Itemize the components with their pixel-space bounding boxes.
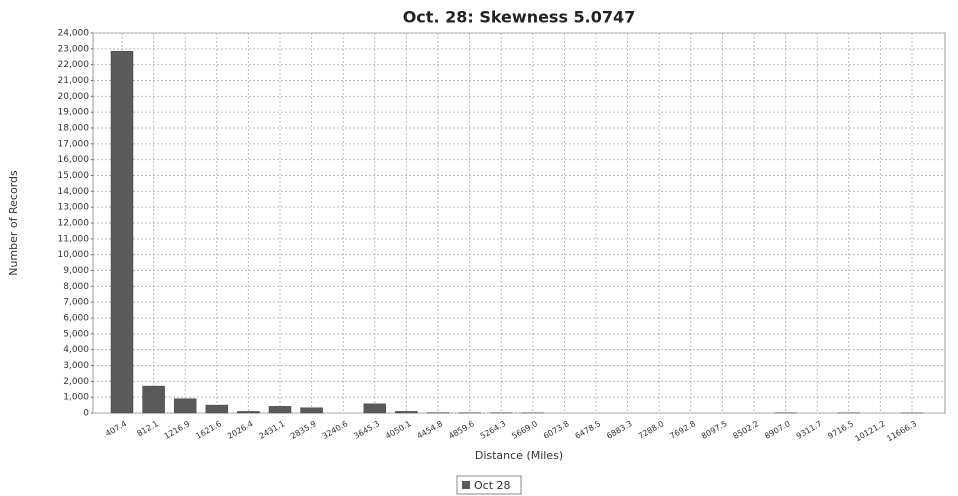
legend-label: Oct 28 — [474, 479, 511, 492]
y-tick-label: 3,000 — [63, 361, 89, 371]
y-tick-label: 15,000 — [58, 171, 90, 181]
y-tick-label: 4,000 — [63, 345, 89, 355]
y-tick-label: 19,000 — [58, 108, 90, 118]
x-tick-label: 9311.7 — [795, 419, 824, 441]
chart-title: Oct. 28: Skewness 5.0747 — [403, 8, 636, 27]
x-tick-label: 8097.5 — [700, 419, 729, 441]
y-tick-label: 23,000 — [58, 44, 90, 54]
x-tick-label: 812.1 — [136, 419, 160, 438]
x-tick-label: 4859.6 — [447, 419, 476, 441]
y-tick-label: 10,000 — [58, 250, 90, 260]
y-tick-label: 21,000 — [58, 76, 90, 86]
x-tick-label: 2835.9 — [289, 419, 318, 441]
bar — [268, 406, 292, 414]
x-tick-label: 6883.3 — [605, 419, 634, 441]
y-tick-label: 0 — [83, 409, 89, 419]
bar — [110, 50, 134, 414]
bar — [395, 411, 418, 414]
bar — [363, 403, 387, 414]
x-tick-label: 9716.5 — [826, 419, 855, 441]
bar — [300, 407, 323, 414]
y-tick-label: 13,000 — [58, 203, 90, 213]
y-tick-label: 17,000 — [58, 139, 90, 149]
bar — [142, 385, 165, 414]
x-tick-label: 407.4 — [104, 419, 128, 438]
y-tick-label: 6,000 — [63, 314, 89, 324]
x-axis-label: Distance (Miles) — [475, 449, 563, 462]
x-tick-label: 10121.2 — [853, 419, 886, 443]
y-tick-label: 22,000 — [58, 60, 90, 70]
x-tick-label: 7692.8 — [668, 419, 697, 441]
y-tick-label: 5,000 — [63, 329, 89, 339]
y-tick-label: 16,000 — [58, 155, 90, 165]
y-axis-label: Number of Records — [7, 170, 20, 276]
x-tick-label: 5264.3 — [479, 419, 508, 441]
x-tick-label: 3240.6 — [321, 419, 350, 441]
y-tick-label: 7,000 — [63, 298, 89, 308]
x-tick-label: 1621.6 — [194, 419, 223, 441]
x-tick-label: 2026.4 — [226, 419, 255, 441]
x-tick-label: 1216.9 — [163, 419, 192, 441]
bar — [173, 398, 197, 414]
x-tick-label: 11666.3 — [885, 419, 918, 443]
legend-box — [456, 475, 522, 495]
y-tick-label: 8,000 — [63, 282, 89, 292]
x-tick-label: 4454.8 — [416, 419, 445, 441]
y-tick-label: 24,000 — [58, 29, 90, 39]
y-tick-label: 12,000 — [58, 219, 90, 229]
y-tick-label: 2,000 — [63, 377, 89, 387]
x-tick-label: 7288.0 — [637, 419, 666, 441]
y-tick-label: 11,000 — [58, 234, 90, 244]
y-tick-label: 18,000 — [58, 124, 90, 134]
x-tick-label: 8502.2 — [732, 419, 761, 441]
x-tick-label: 8907.0 — [763, 419, 792, 441]
x-tick-label: 5669.0 — [510, 419, 539, 441]
bar — [205, 404, 229, 414]
bar — [237, 411, 260, 414]
x-tick-label: 2431.1 — [258, 419, 287, 441]
y-tick-label: 20,000 — [58, 92, 90, 102]
y-tick-label: 14,000 — [58, 187, 90, 197]
x-tick-label: 3645.3 — [352, 419, 381, 441]
legend-swatch — [462, 481, 470, 489]
x-tick-label: 6073.8 — [542, 419, 571, 441]
x-tick-label: 6478.5 — [574, 419, 603, 441]
y-tick-label: 1,000 — [63, 393, 89, 403]
y-tick-label: 9,000 — [63, 266, 89, 276]
x-tick-label: 4050.1 — [384, 419, 413, 441]
